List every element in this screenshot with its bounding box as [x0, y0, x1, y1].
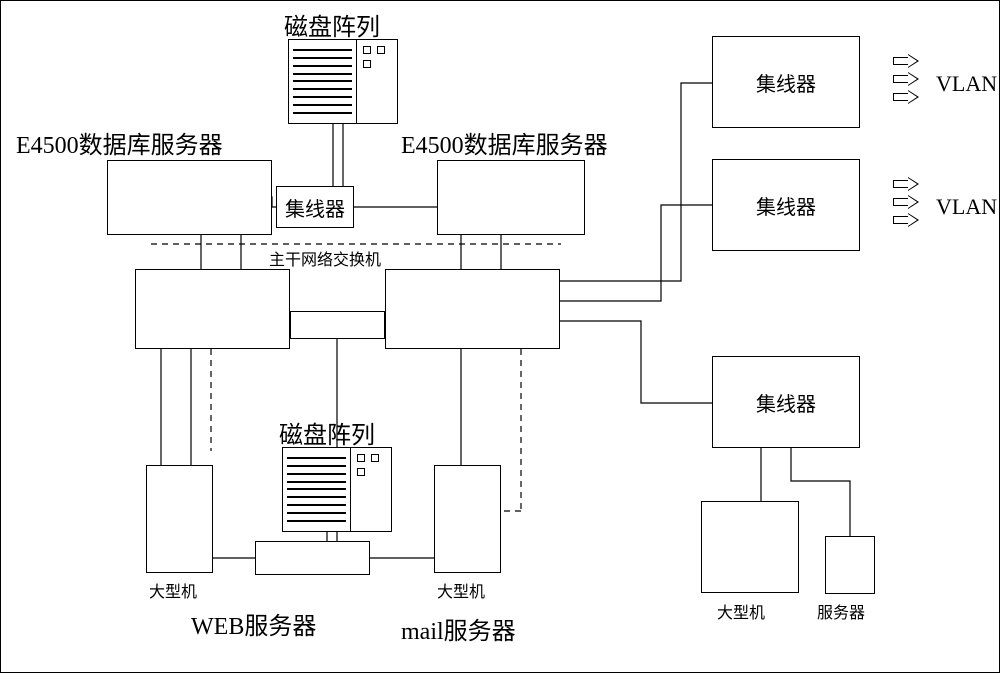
hub-top-label: 集线器 — [285, 193, 345, 222]
diagram-canvas: 磁盘阵列 E4500数据库服务器 E4500数据库服务器 集线器 主干网络交换机… — [0, 0, 1000, 673]
mainframe-1-box — [146, 465, 213, 573]
db-server-left-box — [107, 160, 272, 235]
hub-2-box: 集线器 — [712, 159, 860, 251]
vlan-1-label: VLAN — [936, 71, 997, 97]
mainframe-3-box — [701, 501, 799, 593]
arrow-icon — [893, 214, 921, 226]
arrow-icon — [893, 73, 921, 85]
hub-3-box: 集线器 — [712, 356, 860, 448]
db-server-right-label: E4500数据库服务器 — [401, 125, 608, 160]
mainframe-3-label: 大型机 — [717, 599, 765, 623]
mainframe-2-box — [434, 465, 501, 573]
disk-array-top-icon — [288, 39, 398, 124]
hub-top-box: 集线器 — [276, 186, 354, 228]
web-server-box — [255, 541, 370, 575]
backbone-switch-right — [385, 269, 560, 349]
arrow-icon — [893, 178, 921, 190]
mail-server-label: mail服务器 — [401, 611, 516, 646]
mainframe-2-label: 大型机 — [437, 578, 485, 602]
backbone-switch-left — [135, 269, 290, 349]
hub-2-label: 集线器 — [756, 191, 816, 220]
arrow-icon — [893, 55, 921, 67]
web-server-label: WEB服务器 — [191, 606, 316, 641]
hub-1-box: 集线器 — [712, 36, 860, 128]
db-server-left-label: E4500数据库服务器 — [16, 125, 223, 160]
server-label: 服务器 — [817, 599, 865, 623]
arrow-icon — [893, 196, 921, 208]
backbone-switch-mid — [290, 311, 385, 339]
backbone-switch-label: 主干网络交换机 — [269, 246, 381, 270]
vlan-2-label: VLAN — [936, 194, 997, 220]
arrow-icon — [893, 91, 921, 103]
server-box — [825, 536, 875, 594]
disk-array-bottom-label: 磁盘阵列 — [279, 415, 375, 450]
disk-array-top-label: 磁盘阵列 — [284, 7, 380, 42]
hub-1-label: 集线器 — [756, 68, 816, 97]
db-server-right-box — [437, 160, 585, 235]
hub-3-label: 集线器 — [756, 388, 816, 417]
disk-array-bottom-icon — [282, 447, 392, 532]
mainframe-1-label: 大型机 — [149, 578, 197, 602]
